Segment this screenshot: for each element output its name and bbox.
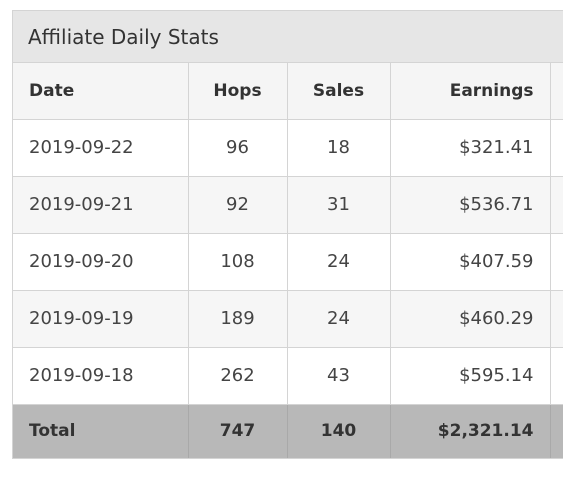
cell-earnings: $407.59 (390, 233, 551, 291)
cell-sales: 31 (287, 176, 391, 234)
cell-overflow (550, 119, 563, 177)
cell-sales: 43 (287, 347, 391, 405)
stats-table: Date Hops Sales Earnings 2019-09-22 96 1… (13, 63, 563, 458)
panel-title: Affiliate Daily Stats (13, 11, 563, 63)
cell-sales: 24 (287, 233, 391, 291)
cell-date: 2019-09-19 (13, 290, 189, 348)
cell-date: 2019-09-18 (13, 347, 189, 405)
cell-sales: 24 (287, 290, 391, 348)
cell-earnings: $595.14 (390, 347, 551, 405)
cell-date: 2019-09-20 (13, 233, 189, 291)
affiliate-stats-panel: Affiliate Daily Stats Date Hops Sales Ea… (12, 10, 563, 459)
cell-earnings: $536.71 (390, 176, 551, 234)
cell-hops: 96 (188, 119, 288, 177)
cell-date: 2019-09-22 (13, 119, 189, 177)
cell-sales: 18 (287, 119, 391, 177)
cell-date: 2019-09-21 (13, 176, 189, 234)
column-header-earnings[interactable]: Earnings (390, 63, 551, 120)
column-header-hops[interactable]: Hops (188, 63, 288, 120)
total-hops: 747 (188, 404, 288, 458)
cell-overflow (550, 233, 563, 291)
cell-overflow (550, 347, 563, 405)
table-row: 2019-09-20 108 24 $407.59 (13, 233, 563, 291)
column-header-date[interactable]: Date (13, 63, 189, 120)
total-sales: 140 (287, 404, 391, 458)
cell-earnings: $460.29 (390, 290, 551, 348)
table-row: 2019-09-22 96 18 $321.41 (13, 119, 563, 177)
total-row: Total 747 140 $2,321.14 (13, 404, 563, 458)
total-overflow (550, 404, 563, 458)
table-row: 2019-09-21 92 31 $536.71 (13, 176, 563, 234)
table-row: 2019-09-18 262 43 $595.14 (13, 347, 563, 405)
table-row: 2019-09-19 189 24 $460.29 (13, 290, 563, 348)
table-header-row: Date Hops Sales Earnings (13, 63, 563, 120)
cell-hops: 262 (188, 347, 288, 405)
total-label: Total (13, 404, 189, 458)
cell-hops: 189 (188, 290, 288, 348)
column-header-overflow (550, 63, 563, 120)
cell-overflow (550, 290, 563, 348)
cell-earnings: $321.41 (390, 119, 551, 177)
cell-hops: 108 (188, 233, 288, 291)
cell-hops: 92 (188, 176, 288, 234)
column-header-sales[interactable]: Sales (287, 63, 391, 120)
total-earnings: $2,321.14 (390, 404, 551, 458)
cell-overflow (550, 176, 563, 234)
